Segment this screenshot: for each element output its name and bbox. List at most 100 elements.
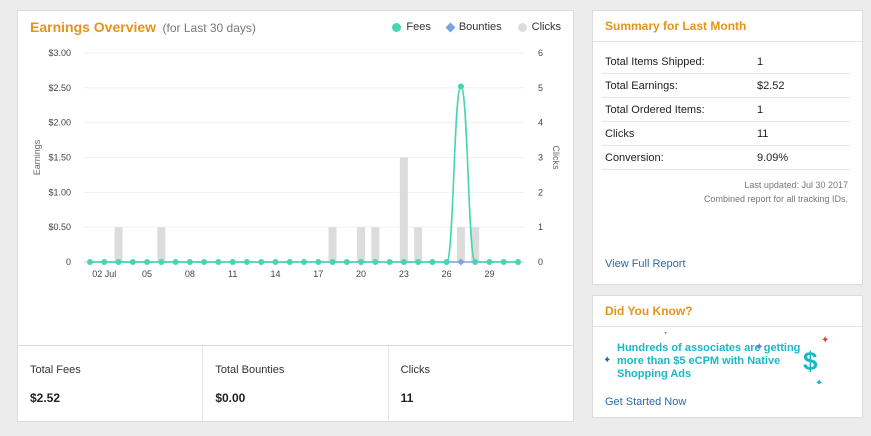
did-you-know-title: Did You Know? — [593, 296, 862, 327]
x-tick-label: 29 — [484, 269, 494, 279]
summary-label: Total Ordered Items: — [605, 103, 705, 116]
clicks-swatch-icon — [517, 22, 527, 32]
sparkle-icon: ✦ — [605, 355, 611, 366]
stat-value-clicks: 11 — [400, 391, 414, 405]
legend-item-fees[interactable]: Fees — [392, 21, 431, 33]
y-tick-label: $2.00 — [48, 118, 71, 128]
summary-row: Conversion: 9.09% — [601, 146, 850, 170]
summary-panel: Summary for Last Month Total Items Shipp… — [592, 10, 863, 285]
bounties-swatch-icon — [445, 22, 456, 32]
stat-clicks: Clicks 11 — [389, 346, 573, 421]
fees-point — [515, 259, 521, 265]
combined-report-note: Combined report for all tracking IDs. — [703, 194, 848, 204]
fees-point — [457, 83, 464, 90]
stat-value-bounties: $0.00 — [215, 391, 246, 405]
clicks-bar — [157, 227, 166, 262]
get-started-link[interactable]: Get Started Now — [605, 396, 687, 408]
summary-title: Summary for Last Month — [593, 11, 862, 42]
y-tick-label: $1.50 — [48, 153, 71, 163]
fees-point — [400, 259, 407, 265]
fees-point — [286, 259, 293, 265]
earnings-overview-panel: Earnings Overview (for Last 30 days) Fee… — [17, 10, 574, 422]
summary-footnote: Last updated: Jul 30 2017 Combined repor… — [593, 178, 862, 206]
y2-tick-label: 6 — [538, 48, 543, 58]
fees-point — [301, 259, 307, 265]
earnings-chart: $3.00 6 $2.50 5 $2.00 4 $1.50 3 $1.00 2 $0.50 1 0 0 Ea… — [32, 48, 561, 279]
summary-row: Total Ordered Items: 1 — [601, 98, 850, 122]
y2-tick-label: 0 — [538, 257, 543, 267]
summary-label: Clicks — [605, 127, 635, 140]
clicks-bar — [371, 227, 380, 262]
summary-label: Conversion: — [605, 151, 664, 164]
stat-value-fees: $2.52 — [30, 391, 61, 405]
fees-point — [101, 259, 108, 265]
y-tick-label: 0 — [66, 257, 71, 267]
legend-label-bounties: Bounties — [458, 21, 502, 33]
fees-point — [201, 259, 208, 265]
chart-legend: Fees Bounties Clicks — [392, 21, 561, 33]
fees-point — [415, 259, 422, 265]
stat-label-bounties: Total Bounties — [215, 364, 285, 376]
legend-label-clicks: Clicks — [531, 21, 561, 33]
fees-point — [429, 259, 436, 265]
stat-label-clicks: Clicks — [400, 364, 430, 376]
clicks-bar — [456, 227, 465, 262]
summary-value: 11 — [757, 127, 769, 140]
summary-row: Total Items Shipped: 1 — [601, 50, 850, 74]
fees-point — [472, 259, 479, 265]
y-tick-label: $0.50 — [48, 222, 71, 232]
x-tick-label: 26 — [442, 269, 452, 279]
earnings-subtitle: (for Last 30 days) — [162, 21, 256, 35]
fees-point — [372, 259, 379, 265]
y-tick-label: $3.00 — [48, 48, 71, 58]
stats-row: Total Fees $2.52 Total Bounties $0.00 Cl… — [18, 345, 573, 421]
x-tick-label: 11 — [228, 269, 237, 279]
sparkle-icon: ✦ — [755, 342, 763, 353]
y2-tick-label: 3 — [538, 153, 543, 163]
fees-point — [158, 259, 165, 265]
fees-point — [258, 259, 265, 265]
clicks-bar — [414, 227, 423, 262]
y2-tick-label: 1 — [538, 222, 543, 232]
y2-tick-label: 2 — [538, 187, 543, 197]
x-tick-label: 20 — [356, 269, 366, 279]
clicks-bar — [114, 227, 123, 262]
legend-item-bounties[interactable]: Bounties — [445, 21, 502, 33]
y-tick-label: $1.00 — [48, 187, 71, 197]
stat-label-fees: Total Fees — [30, 364, 81, 376]
summary-row: Total Earnings: $2.52 — [601, 74, 850, 98]
promo-text: Hundreds of associates are getting more … — [617, 342, 801, 380]
x-tick-label: 02 Jul — [92, 269, 116, 279]
earnings-title-row: Earnings Overview (for Last 30 days) — [30, 19, 256, 37]
y2-axis-title: Clicks — [551, 146, 561, 170]
earnings-title: Earnings Overview — [30, 19, 157, 35]
x-tick-label: 05 — [142, 269, 152, 279]
fees-point — [144, 259, 151, 265]
legend-item-clicks[interactable]: Clicks — [517, 21, 561, 33]
x-tick-label: 14 — [270, 269, 280, 279]
summary-value: 1 — [757, 55, 764, 68]
fees-point — [186, 259, 193, 265]
sparkle-icon: ✦ — [821, 335, 829, 346]
fees-point — [229, 259, 236, 265]
fees-point — [243, 259, 250, 265]
fees-point — [115, 259, 122, 265]
summary-value: $2.52 — [757, 79, 785, 92]
fees-point — [329, 259, 336, 265]
sparkle-icon: ✦ — [661, 332, 670, 338]
fees-point — [315, 259, 322, 265]
summary-table: Total Items Shipped: 1 Total Earnings: $… — [601, 50, 850, 170]
promo-sparkles: ✦ ✦ ✦ ✦ ✦ $ — [605, 332, 829, 384]
x-tick-label: 23 — [399, 269, 409, 279]
y-tick-label: $2.50 — [48, 83, 71, 93]
native-ads-promo[interactable]: ✦ ✦ ✦ ✦ ✦ $ Hundreds of associates are g… — [605, 332, 855, 384]
legend-label-fees: Fees — [406, 21, 431, 33]
x-tick-label: 17 — [313, 269, 323, 279]
fees-point — [172, 259, 179, 265]
fees-point — [358, 259, 365, 265]
summary-value: 9.09% — [757, 151, 789, 164]
did-you-know-panel: Did You Know? ✦ ✦ ✦ ✦ ✦ $ Hundreds of as… — [592, 295, 863, 418]
y-axis-title: Earnings — [32, 139, 42, 175]
view-full-report-link[interactable]: View Full Report — [605, 258, 686, 270]
stat-total-fees: Total Fees $2.52 — [18, 346, 204, 421]
